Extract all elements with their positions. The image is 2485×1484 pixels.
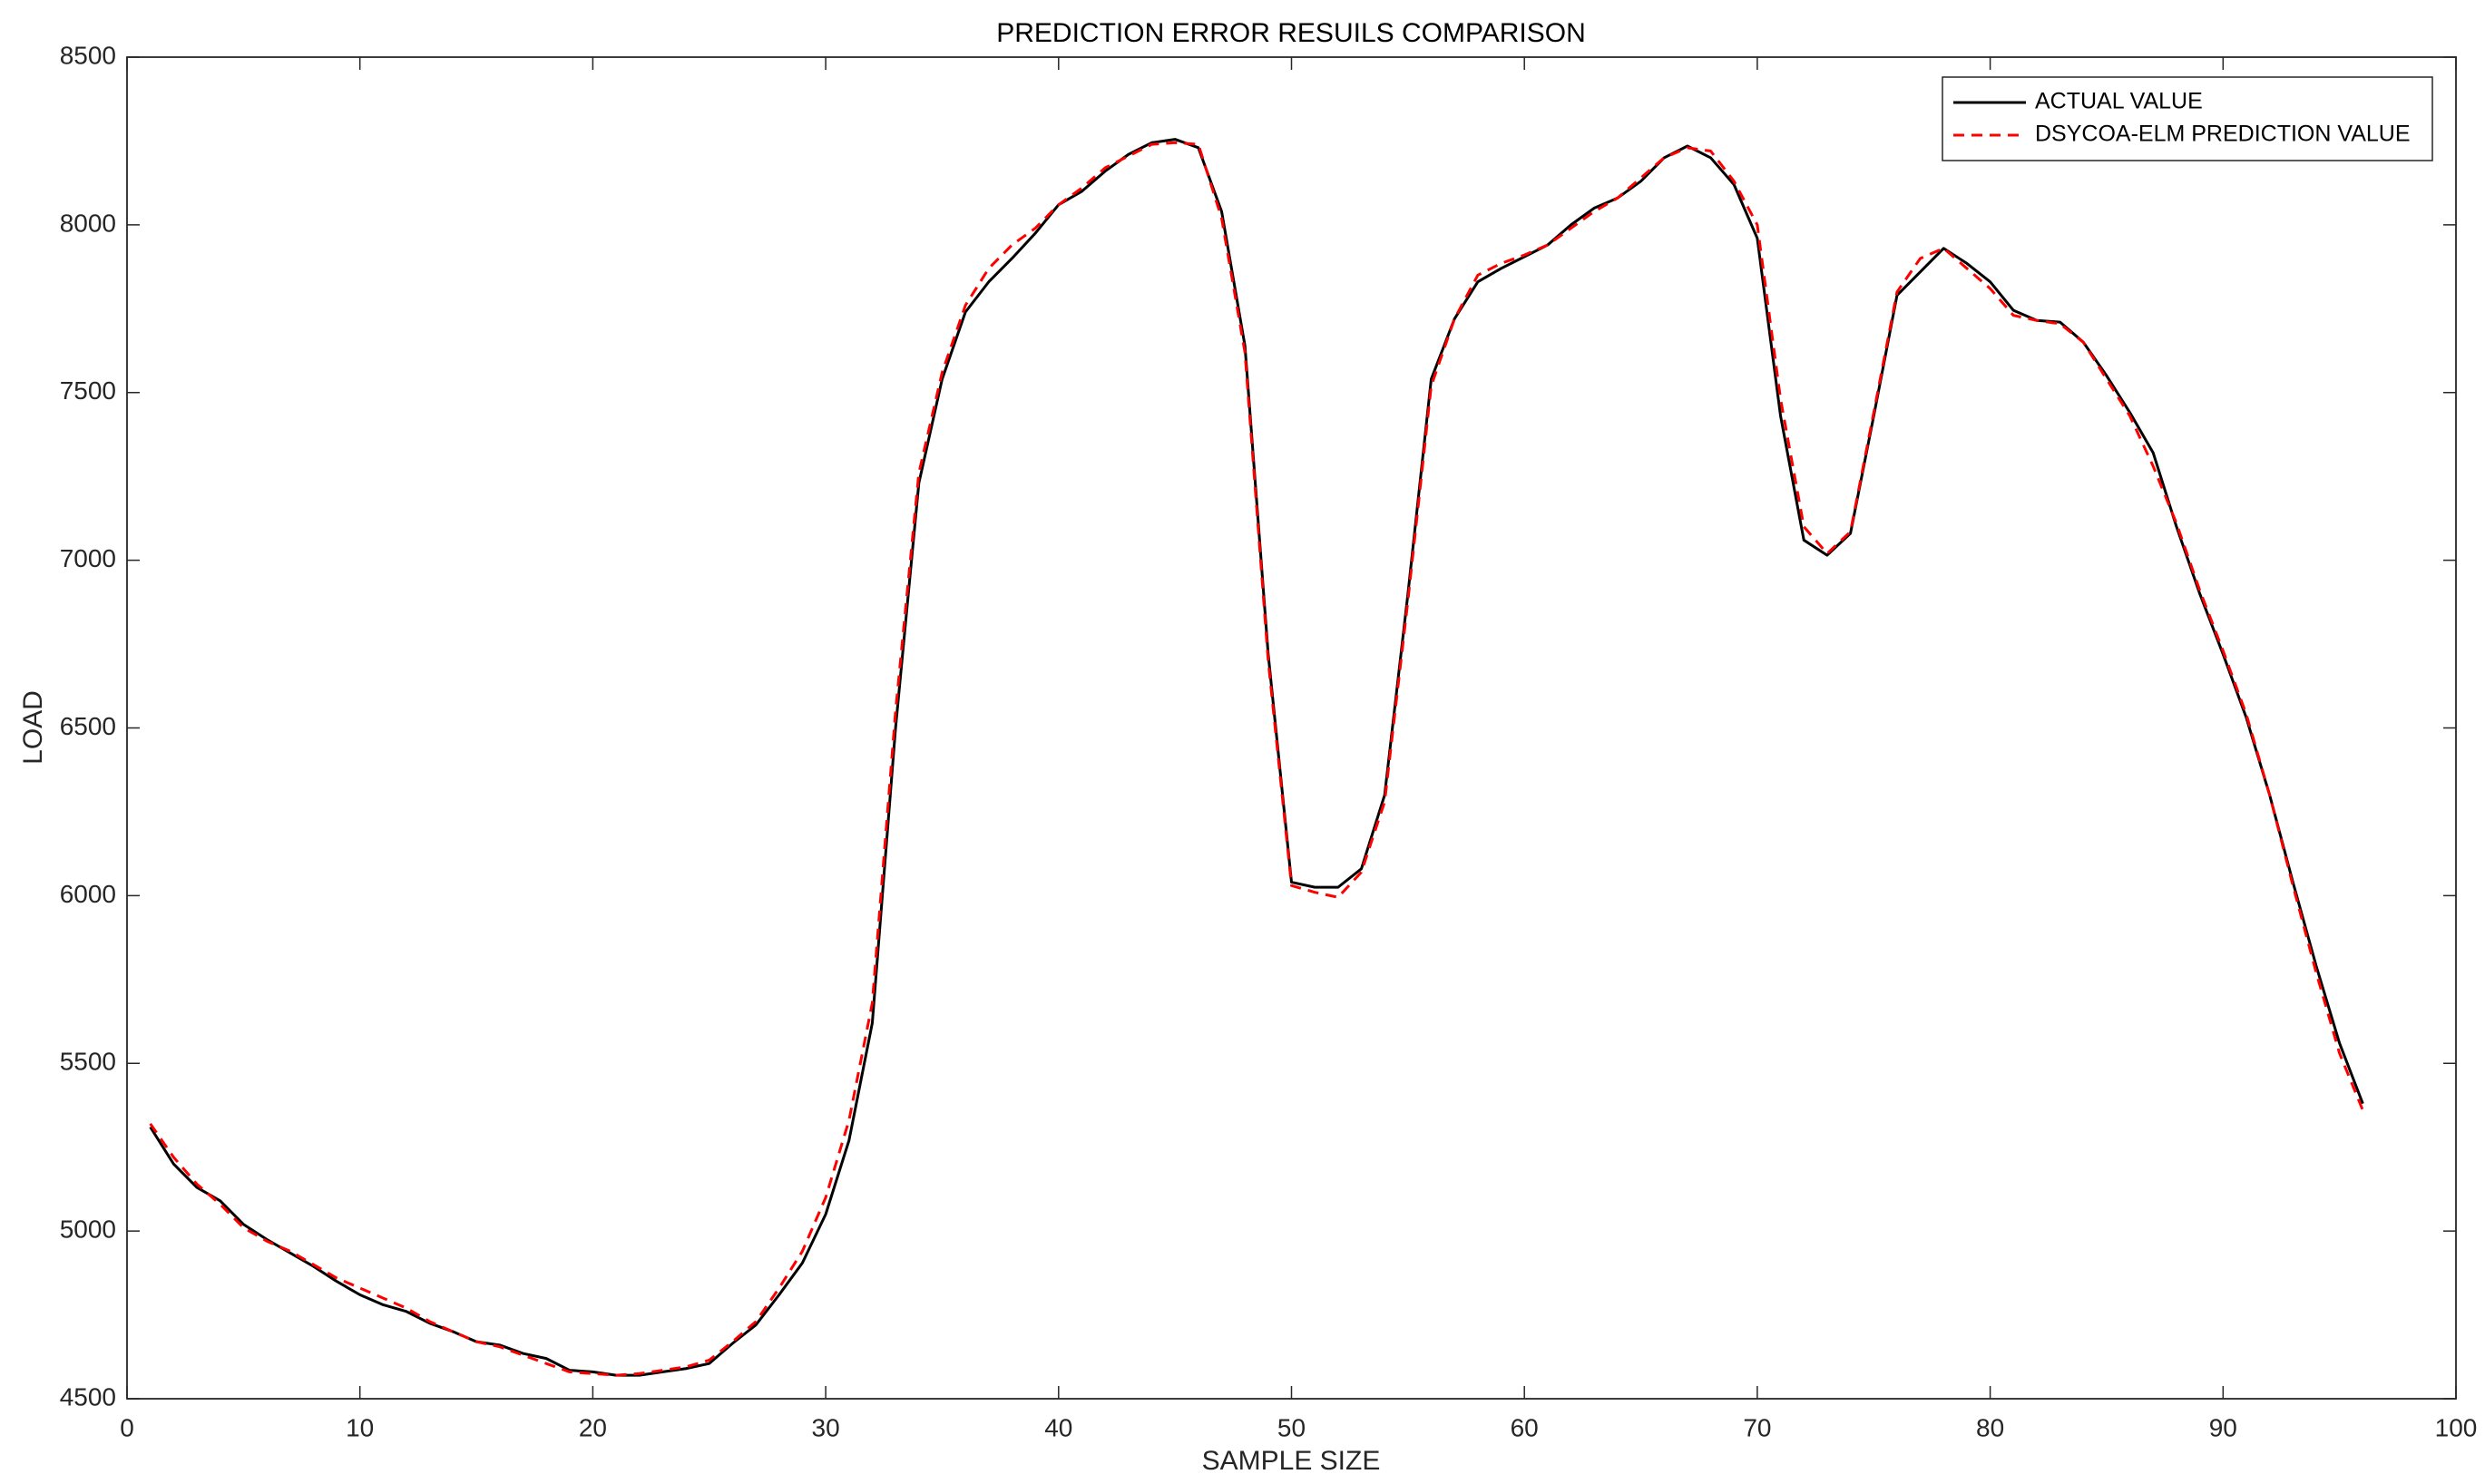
y-tick-label: 5000 bbox=[60, 1216, 116, 1244]
chart-title: PREDICTION ERROR RESUILS COMPARISON bbox=[996, 18, 1586, 48]
plot-frame bbox=[126, 56, 2457, 1400]
x-tick-label: 100 bbox=[2435, 1413, 2478, 1441]
x-axis-label: SAMPLE SIZE bbox=[1202, 1446, 1381, 1476]
x-tick-label: 40 bbox=[1044, 1413, 1072, 1441]
legend-box bbox=[1942, 76, 2433, 161]
x-tick-label: 70 bbox=[1743, 1413, 1771, 1441]
x-tick-label: 20 bbox=[579, 1413, 607, 1441]
x-tick-label: 50 bbox=[1277, 1413, 1306, 1441]
x-tick-label: 0 bbox=[120, 1413, 134, 1441]
x-tick-label: 60 bbox=[1511, 1413, 1539, 1441]
y-tick-label: 6000 bbox=[60, 880, 116, 908]
x-tick-label: 80 bbox=[1976, 1413, 2004, 1441]
y-tick-label: 5500 bbox=[60, 1048, 116, 1076]
y-tick-label: 4500 bbox=[60, 1382, 116, 1411]
y-tick-label: 8500 bbox=[60, 41, 116, 69]
series-line bbox=[149, 138, 2364, 1377]
y-tick-label: 7000 bbox=[60, 544, 116, 572]
x-tick-label: 90 bbox=[2209, 1413, 2237, 1441]
y-tick-label: 6500 bbox=[60, 712, 116, 740]
x-tick-label: 10 bbox=[346, 1413, 374, 1441]
series-line bbox=[149, 141, 2364, 1377]
y-tick-label: 8000 bbox=[60, 209, 116, 237]
y-tick-label: 7500 bbox=[60, 376, 116, 405]
legend-label: DSYCOA-ELM PREDICTION VALUE bbox=[2035, 122, 2411, 147]
y-axis-label: LOAD bbox=[18, 690, 48, 765]
legend-label: ACTUAL VALUE bbox=[2035, 89, 2203, 114]
x-tick-label: 30 bbox=[812, 1413, 840, 1441]
